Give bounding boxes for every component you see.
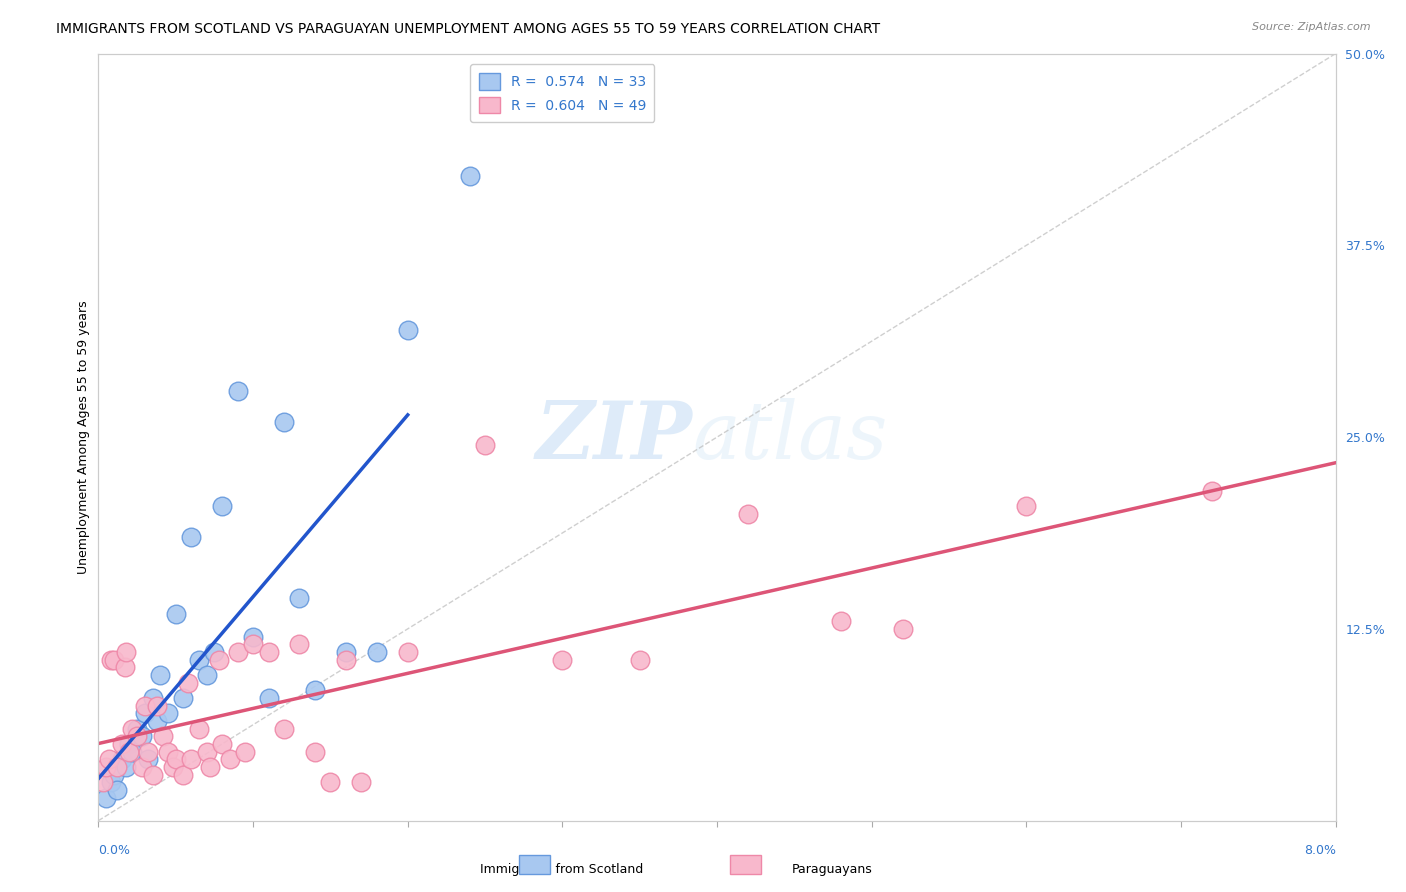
Point [149,668,172,682]
Point [737,507,759,521]
Point [1201,483,1223,498]
Point [211,737,233,751]
Point [172,690,194,705]
Text: Paraguayans: Paraguayans [792,863,872,876]
Point [111,752,132,766]
Point [233,745,257,759]
Point [100,775,122,789]
Point [165,752,187,766]
Point [474,438,496,452]
Point [273,415,295,429]
Point [118,737,141,751]
Point [211,499,233,513]
Point [257,645,280,659]
Point [91,775,114,789]
Point [628,652,651,666]
Point [131,729,153,743]
Point [208,652,231,666]
Point [103,767,125,781]
Point [96,760,118,774]
Text: Source: ZipAtlas.com: Source: ZipAtlas.com [1253,22,1371,32]
Point [121,722,143,736]
Point [350,775,373,789]
Point [551,652,574,666]
Point [134,698,156,713]
Point [219,752,242,766]
Point [177,675,200,690]
Point [131,760,153,774]
Point [98,752,121,766]
Point [136,745,159,759]
Point [242,637,264,651]
Point [335,652,357,666]
Point [121,745,143,759]
Point [1015,499,1038,513]
Point [830,614,852,628]
Point [100,652,122,666]
Text: 0.0%: 0.0% [98,844,131,856]
Point [396,323,419,337]
Point [157,745,180,759]
Point [257,690,280,705]
Point [226,384,249,398]
Point [198,760,221,774]
Text: ZIP: ZIP [536,399,692,475]
Point [204,645,226,659]
Point [127,729,149,743]
Point [180,530,202,544]
Point [157,706,180,721]
Point [195,668,218,682]
Point [195,745,218,759]
Point [115,760,138,774]
Text: atlas: atlas [692,399,887,475]
Point [134,706,156,721]
Point [146,698,169,713]
Point [115,645,138,659]
Point [152,729,174,743]
Y-axis label: Unemployment Among Ages 55 to 59 years: Unemployment Among Ages 55 to 59 years [77,301,90,574]
Point [242,630,264,644]
Point [111,737,132,751]
Point [146,714,169,728]
Text: IMMIGRANTS FROM SCOTLAND VS PARAGUAYAN UNEMPLOYMENT AMONG AGES 55 TO 59 YEARS CO: IMMIGRANTS FROM SCOTLAND VS PARAGUAYAN U… [56,22,880,37]
Point [226,645,249,659]
Point [288,591,311,606]
Point [335,645,357,659]
Point [458,169,481,184]
Point [319,775,342,789]
Point [304,745,326,759]
Point [105,760,128,774]
Point [172,767,194,781]
Point [273,722,295,736]
Point [103,652,125,666]
Point [141,690,165,705]
Point [366,645,388,659]
Point [105,783,128,797]
Point [188,722,211,736]
Text: 8.0%: 8.0% [1303,844,1336,856]
Point [118,745,141,759]
Point [162,760,184,774]
Point [114,660,136,674]
Point [127,722,149,736]
Point [188,652,211,666]
Legend: R =  0.574   N = 33, R =  0.604   N = 49: R = 0.574 N = 33, R = 0.604 N = 49 [471,64,654,122]
Point [288,637,311,651]
Point [396,645,419,659]
Point [141,767,165,781]
Text: Immigrants from Scotland: Immigrants from Scotland [479,863,643,876]
Point [136,752,159,766]
Point [304,683,326,698]
Point [180,752,202,766]
Point [891,622,914,636]
Point [165,607,187,621]
Point [96,790,118,805]
